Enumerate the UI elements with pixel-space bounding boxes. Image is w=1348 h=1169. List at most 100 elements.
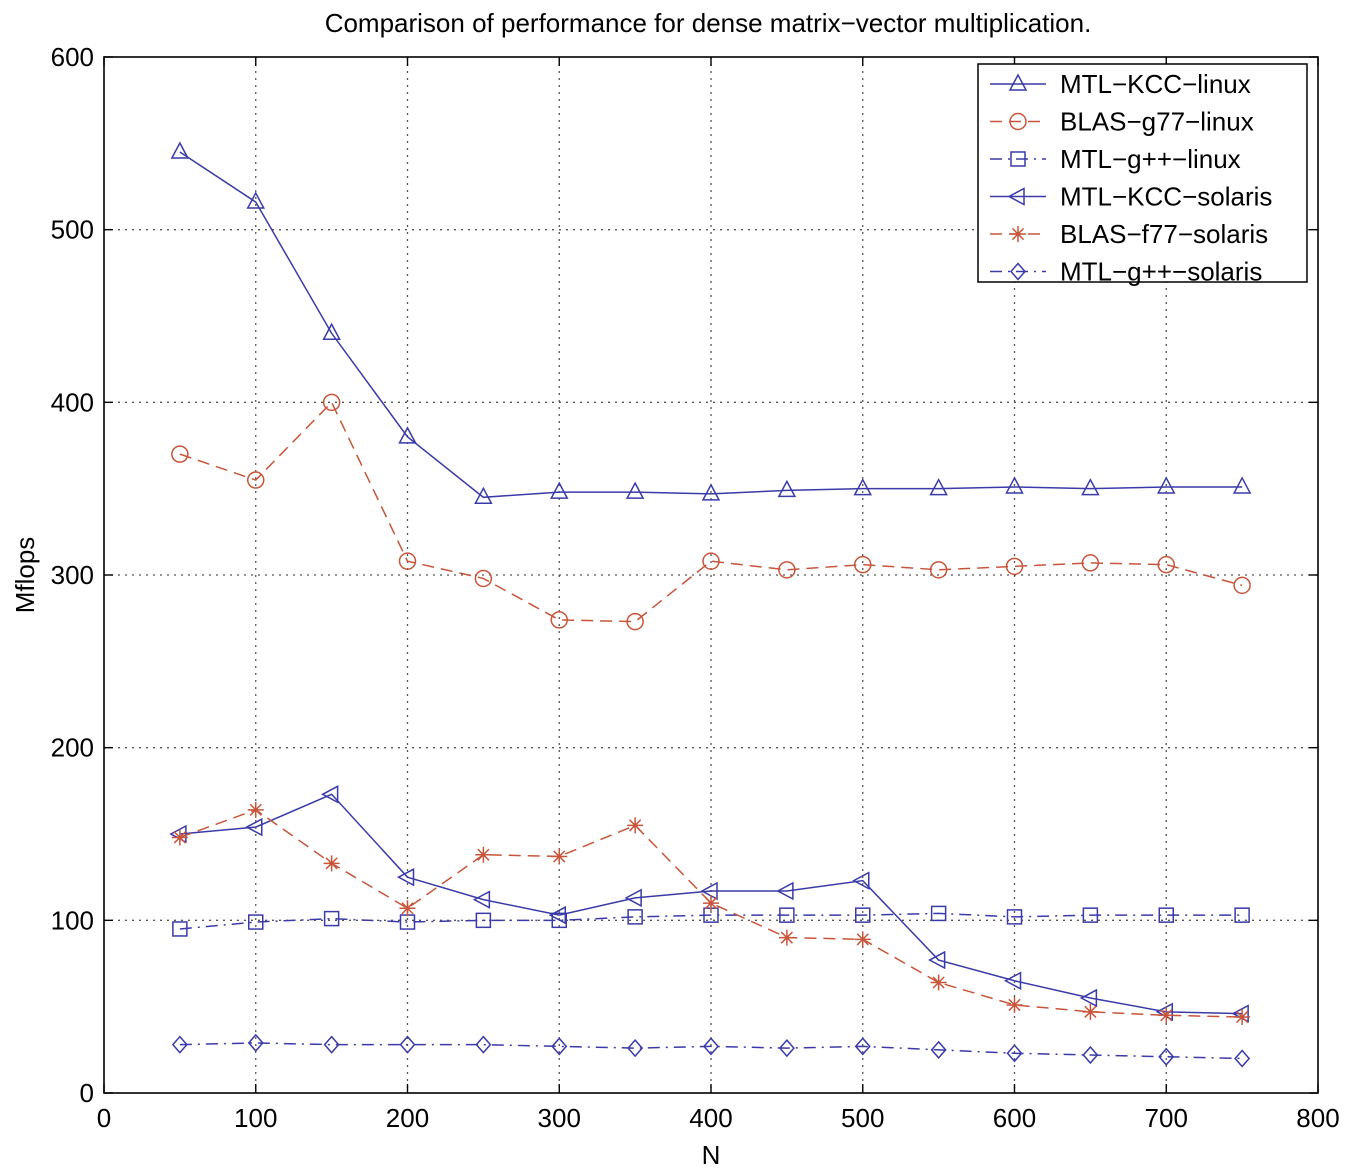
data-point — [475, 912, 492, 929]
data-point — [929, 561, 948, 579]
series-line — [179, 151, 1243, 499]
data-point — [928, 950, 946, 970]
x-tick-label: 0 — [97, 1103, 111, 1133]
legend-box — [977, 63, 1308, 283]
data-point — [551, 912, 567, 929]
x-tick-label: 300 — [538, 1103, 581, 1133]
legend-marker — [1008, 73, 1028, 91]
legend-entry: MTL−KCC−linux — [990, 69, 1251, 99]
series-5 — [171, 1033, 1251, 1068]
x-tick-label: 200 — [386, 1103, 429, 1133]
legend-label: BLAS−f77−solaris — [1060, 219, 1268, 249]
legend-label: MTL−g++−linux — [1060, 144, 1241, 174]
data-point — [398, 552, 417, 570]
data-point — [474, 569, 493, 588]
data-point — [1006, 1044, 1023, 1063]
data-point — [1003, 971, 1022, 991]
data-point — [703, 1037, 719, 1056]
data-point — [1081, 478, 1100, 496]
x-tick-label: 400 — [689, 1103, 732, 1133]
data-point — [548, 905, 566, 925]
x-tick-label: 800 — [1296, 1103, 1339, 1133]
data-point — [625, 481, 645, 499]
series-1 — [171, 393, 1251, 631]
y-tick-label: 100 — [51, 905, 94, 935]
legend-marker — [1010, 226, 1026, 242]
y-axis-label: Mflops — [10, 537, 40, 614]
data-point — [1006, 996, 1023, 1013]
y-tick-label: 0 — [80, 1078, 94, 1108]
data-point — [248, 914, 264, 930]
data-point — [627, 909, 643, 925]
data-point — [1082, 1003, 1099, 1020]
data-point — [1082, 1045, 1099, 1065]
data-point — [1006, 909, 1023, 925]
y-tick-label: 200 — [51, 733, 94, 763]
data-point — [551, 848, 568, 865]
data-point — [551, 1037, 568, 1056]
data-point — [171, 1035, 188, 1054]
data-point — [475, 846, 492, 863]
data-point — [474, 486, 493, 505]
series-4 — [171, 801, 1251, 1026]
data-point — [1005, 476, 1024, 494]
legend-marker — [1010, 151, 1026, 167]
x-tick-label: 500 — [841, 1103, 884, 1133]
data-point — [779, 907, 795, 923]
data-point — [323, 910, 340, 927]
data-point — [930, 905, 947, 922]
y-tick-label: 500 — [51, 215, 94, 245]
series-line — [179, 793, 1243, 1015]
data-point — [475, 1035, 492, 1054]
data-point — [852, 871, 870, 890]
data-point — [472, 890, 491, 909]
data-point — [1081, 554, 1100, 572]
data-point — [1005, 557, 1024, 576]
series-3 — [169, 785, 1249, 1023]
data-point — [1157, 476, 1176, 494]
legend-marker — [1010, 262, 1026, 281]
legend-label: MTL−KCC−solaris — [1060, 182, 1272, 212]
data-point — [396, 867, 415, 887]
data-point — [1234, 1049, 1251, 1068]
legend-entry: BLAS−f77−solaris — [990, 219, 1268, 249]
data-point — [322, 393, 341, 412]
data-point — [247, 471, 265, 489]
series-2 — [172, 905, 1250, 937]
legend-entry: MTL−g++−solaris — [990, 257, 1262, 287]
series-line — [179, 912, 1243, 930]
series-line — [179, 1042, 1243, 1060]
data-point — [776, 881, 794, 901]
series-line — [179, 808, 1243, 1018]
data-point — [778, 929, 795, 946]
legend: MTL−KCC−linux BLAS−g77−linux MTL−g++−linux… — [977, 63, 1308, 287]
data-point — [247, 1033, 264, 1053]
data-point — [322, 322, 341, 341]
data-point — [778, 561, 796, 579]
data-point — [550, 481, 569, 499]
data-point — [702, 552, 720, 570]
data-point — [700, 881, 718, 901]
series-group — [169, 141, 1252, 1068]
data-point — [1234, 1009, 1251, 1026]
data-point — [853, 478, 872, 496]
data-point — [398, 426, 417, 444]
data-point — [930, 1040, 947, 1059]
data-point — [170, 141, 190, 159]
legend-label: MTL−KCC−linux — [1060, 69, 1251, 99]
data-point — [703, 895, 719, 912]
data-point — [1158, 1007, 1175, 1024]
data-point — [171, 445, 189, 463]
data-point — [245, 817, 263, 837]
data-point — [627, 1038, 644, 1058]
data-point — [399, 1035, 416, 1054]
data-point — [777, 479, 797, 498]
data-point — [172, 921, 188, 937]
legend-label: BLAS−g77−linux — [1060, 107, 1254, 137]
data-point — [930, 974, 947, 991]
legend-entry: MTL−g++−linux — [990, 144, 1241, 174]
data-point — [550, 611, 568, 629]
data-point — [854, 555, 872, 574]
